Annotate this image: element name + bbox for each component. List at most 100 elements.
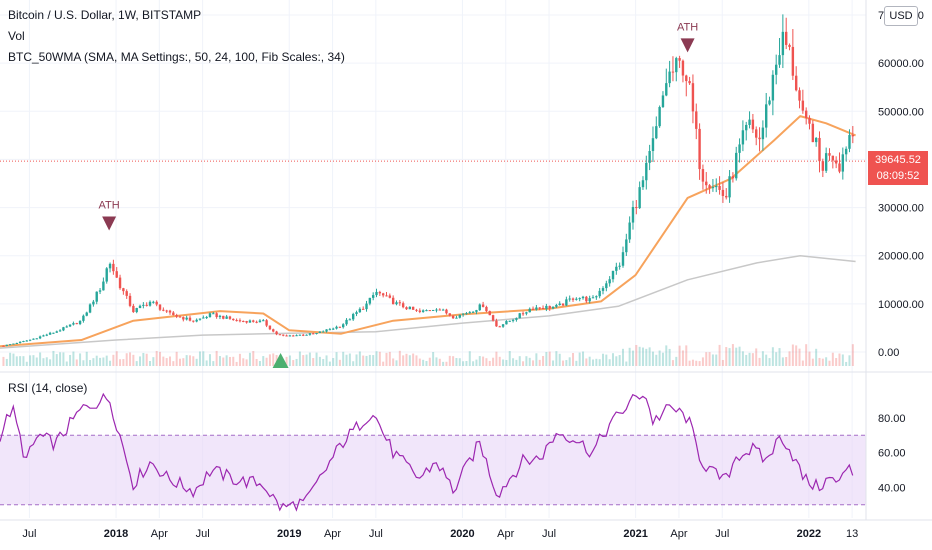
- volume-bar: [658, 350, 661, 366]
- candle-body: [58, 330, 62, 332]
- rsi-title[interactable]: RSI (14, close): [8, 381, 88, 395]
- volume-bar: [412, 353, 415, 366]
- symbol-title[interactable]: Bitcoin / U.S. Dollar, 1W, BITSTAMP: [8, 8, 202, 22]
- volume-bar: [485, 358, 488, 366]
- candle-body: [48, 332, 52, 335]
- volume-bar: [661, 352, 664, 366]
- candle-body: [112, 263, 115, 272]
- candle-body: [725, 195, 728, 198]
- candle-body: [45, 334, 48, 336]
- price-tick-label: 0.00: [878, 347, 899, 359]
- volume-bar: [119, 359, 122, 366]
- volume-bar: [375, 351, 378, 366]
- candle-body: [638, 187, 641, 209]
- volume-bar: [825, 357, 828, 366]
- time-tick-label: Jul: [369, 528, 383, 540]
- indicator-legend[interactable]: BTC_50WMA (SMA, MA Settings:, 50, 24, 10…: [8, 50, 345, 64]
- volume-bar: [738, 346, 741, 366]
- volume-bar: [718, 344, 721, 366]
- volume-bar: [175, 351, 178, 366]
- candle-body: [188, 317, 192, 321]
- candles[interactable]: [2, 14, 855, 347]
- volume-bar: [508, 351, 511, 366]
- volume-bar: [418, 358, 421, 366]
- volume-bar: [788, 351, 791, 366]
- volume-bar: [169, 356, 172, 366]
- candle-body: [222, 315, 225, 319]
- volume-bar: [125, 353, 128, 366]
- volume-bar: [811, 358, 814, 366]
- ath-label: ATH: [99, 200, 120, 212]
- candle-body: [668, 71, 671, 84]
- ma200-line: [0, 254, 856, 349]
- rsi-tick-label: 80.00: [878, 413, 906, 425]
- candle-body: [42, 335, 45, 337]
- volume-bar: [145, 353, 148, 366]
- candle-body: [345, 319, 348, 325]
- candle-body: [648, 151, 651, 163]
- time-tick-label: Jul: [22, 528, 36, 540]
- candle-body: [232, 318, 235, 321]
- candle-body: [135, 308, 138, 313]
- candle-body: [35, 338, 38, 340]
- volume-bar: [665, 345, 668, 366]
- candle-body: [228, 316, 232, 319]
- volume-bar: [95, 355, 98, 366]
- candle-body: [285, 335, 288, 337]
- volume-bar: [628, 347, 631, 366]
- candle-body: [322, 331, 325, 333]
- volume-bar: [721, 359, 724, 366]
- candle-body: [708, 185, 711, 189]
- volume-bar: [215, 350, 218, 366]
- volume-bar: [162, 356, 165, 366]
- volume-bar: [198, 351, 201, 366]
- volume-bar: [69, 354, 72, 366]
- volume-bar: [621, 348, 624, 366]
- volume-bar: [338, 359, 341, 366]
- candle-body: [115, 271, 118, 278]
- currency-button[interactable]: USD: [884, 6, 918, 26]
- volume-bar: [795, 345, 798, 366]
- volume-bar: [415, 355, 418, 366]
- candle-body: [775, 64, 778, 75]
- volume-bar: [182, 358, 185, 366]
- volume-bar: [85, 351, 88, 366]
- volume-legend[interactable]: Vol: [8, 29, 25, 43]
- candle-body: [365, 303, 368, 310]
- volume-bar: [318, 356, 321, 366]
- countdown-value: 08:09:52: [876, 170, 920, 182]
- volume-bar: [785, 356, 788, 366]
- price-tick-label: 10000.00: [878, 299, 924, 311]
- volume-bar: [192, 356, 195, 366]
- time-tick-label: Jul: [542, 528, 556, 540]
- volume-bar: [218, 356, 221, 366]
- candle-body: [355, 312, 358, 315]
- volume-bar: [532, 360, 535, 366]
- candle-body: [68, 324, 72, 327]
- candle-body: [95, 291, 98, 302]
- candle-body: [738, 144, 741, 153]
- volume-bar: [751, 353, 754, 366]
- candle-body: [438, 309, 441, 311]
- candle-body: [335, 326, 338, 329]
- volume-bar: [122, 359, 125, 366]
- candle-body: [152, 301, 155, 303]
- volume-bar: [105, 355, 108, 366]
- volume-bar: [745, 354, 748, 366]
- candle-body: [435, 309, 438, 311]
- volume-bar: [19, 356, 22, 366]
- rsi-pane[interactable]: [0, 392, 866, 512]
- candle-body: [475, 310, 478, 312]
- volume-bar: [595, 358, 598, 366]
- candle-body: [671, 71, 675, 73]
- volume-bar: [768, 358, 771, 366]
- volume-bar: [602, 353, 605, 366]
- candle-body: [235, 320, 238, 322]
- volume-bar: [808, 351, 811, 366]
- candle-body: [495, 320, 498, 327]
- candle-body: [425, 310, 428, 312]
- volume-bar: [235, 361, 238, 366]
- volume-bar: [715, 354, 718, 366]
